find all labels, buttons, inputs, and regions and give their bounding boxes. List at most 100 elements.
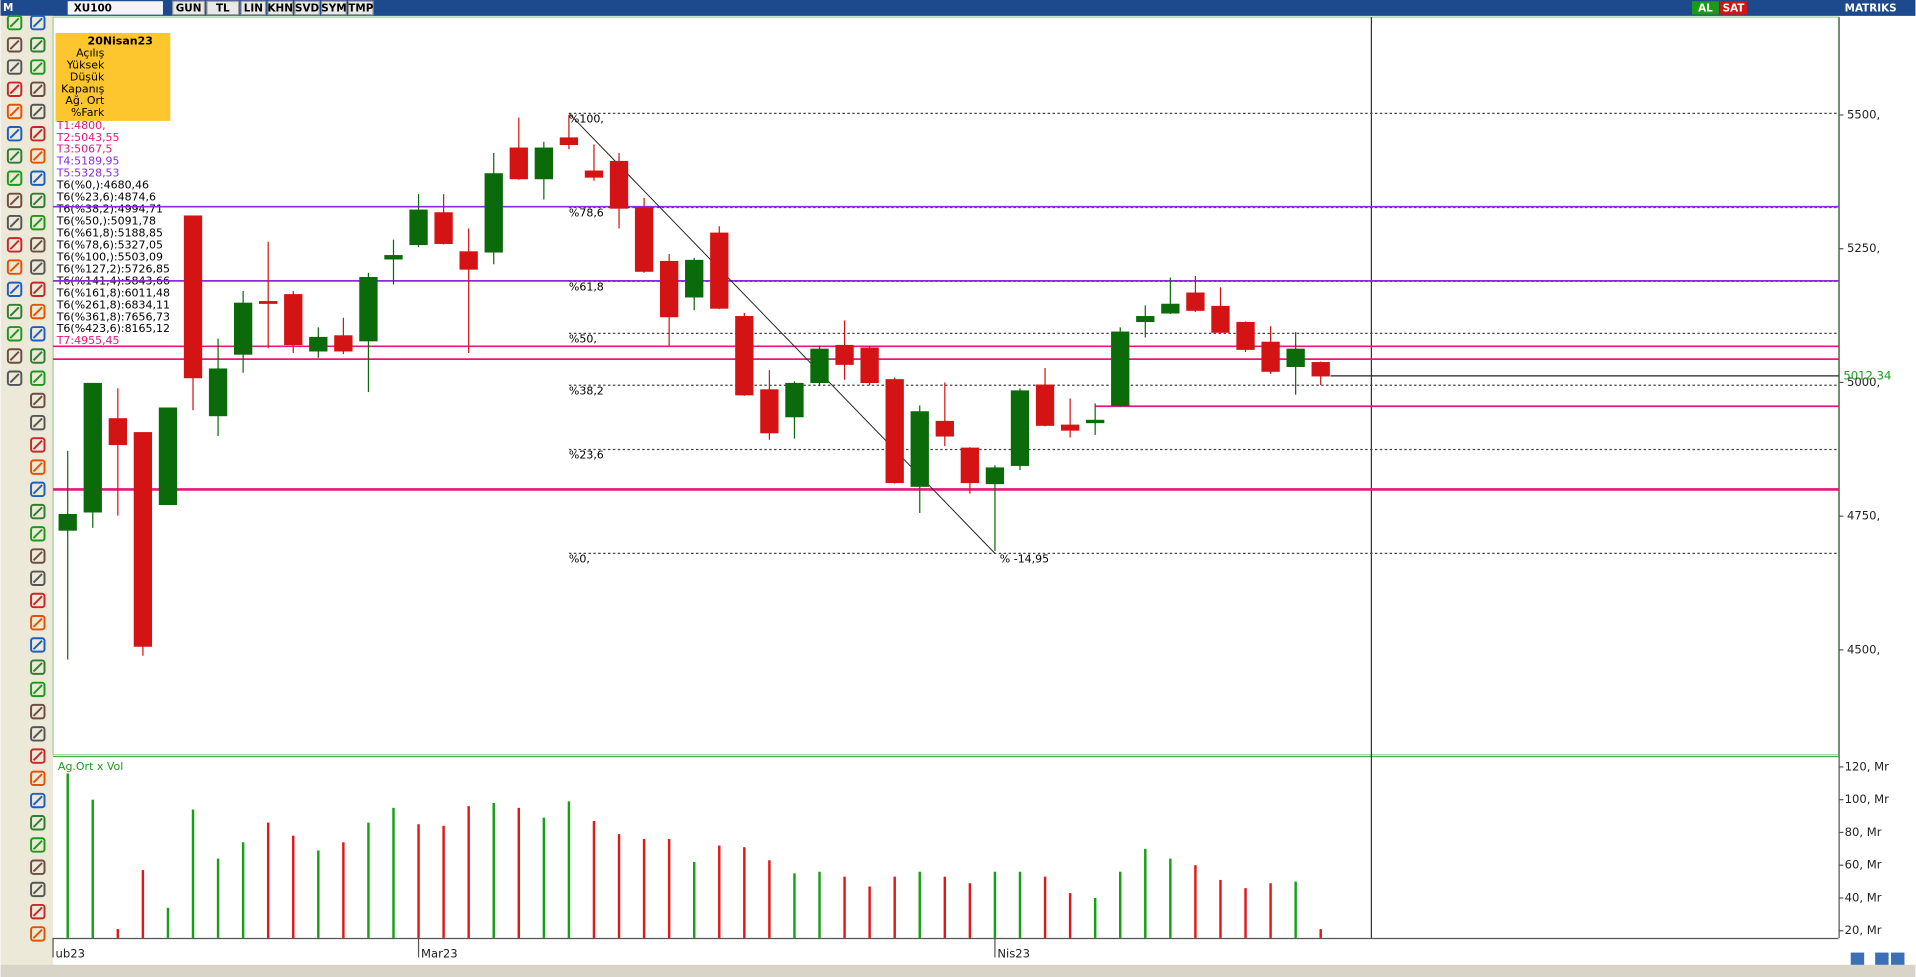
tool-icon[interactable] [30,148,46,164]
tool-icon[interactable] [30,637,46,653]
toolbar-button-label[interactable]: SYM [321,3,346,15]
tool-icon[interactable] [6,326,23,342]
toolbar-button-label[interactable]: TMP [348,3,373,15]
tool-icon[interactable] [30,303,46,320]
action-button-label[interactable]: SAT [1723,3,1746,15]
action-button[interactable] [1691,1,1719,15]
tool-icon[interactable] [6,214,23,231]
tool-icon[interactable] [6,348,23,364]
tool-icon[interactable] [30,703,46,720]
toolbar-button[interactable] [172,0,206,16]
toolbar-button[interactable] [294,0,320,16]
tool-icon[interactable] [30,81,46,97]
y-tick-label: 5250, [1847,241,1880,255]
tool-icon[interactable] [30,681,46,698]
app-logo[interactable]: M [3,2,13,14]
tool-icon[interactable] [30,926,46,942]
tool-icon[interactable] [30,792,46,809]
info-panel-box [55,32,171,121]
tool-icon[interactable] [30,37,46,53]
tool-icon[interactable] [30,103,46,120]
legend-entry: T6(%361,8):7656,73 [56,310,170,323]
tool-icon[interactable] [30,348,46,364]
toolbar-button-label[interactable]: GUN [176,3,202,15]
tool-icon[interactable] [6,237,23,253]
tool-icon[interactable] [6,192,23,209]
tool-icon[interactable] [30,370,46,386]
candle-body [785,382,804,418]
tool-icon-glyph [32,573,43,584]
tool-icon[interactable] [30,592,46,609]
tool-icon[interactable] [30,326,46,342]
tool-icon[interactable] [30,570,46,586]
toolbar-button-label[interactable]: TL [216,3,230,15]
tool-icon[interactable] [30,259,46,275]
tool-icon[interactable] [30,726,46,742]
tool-icon[interactable] [30,59,46,75]
toolbar-button-label[interactable]: LIN [244,3,263,15]
tool-icon[interactable] [30,770,46,786]
tool-icon-glyph [32,462,43,473]
toolbar-button-label[interactable]: KHN [268,3,293,15]
toolbar-button[interactable] [321,0,347,16]
symbol-box[interactable] [67,1,163,15]
status-icon[interactable] [1875,952,1889,965]
y-tick-label: 4500, [1847,642,1880,656]
tool-icon[interactable] [30,903,46,920]
tool-icon[interactable] [30,459,46,475]
symbol[interactable]: XU100 [74,3,112,15]
candle-body [1161,303,1180,314]
tool-icon[interactable] [6,259,23,275]
tool-icon[interactable] [30,837,46,853]
tool-icon[interactable] [6,170,23,186]
tool-icon[interactable] [30,615,46,631]
volume-bar [667,838,671,938]
tool-icon[interactable] [6,281,23,298]
candle-body [233,302,253,355]
tool-icon[interactable] [30,526,46,542]
tool-icon[interactable] [30,548,46,564]
tool-icon[interactable] [30,881,46,898]
tool-icon[interactable] [6,126,23,142]
tool-icon[interactable] [6,59,23,75]
tool-icon[interactable] [30,437,46,453]
toolbar-button[interactable] [347,0,374,16]
tool-icon[interactable] [6,148,23,164]
tool-icon[interactable] [30,192,46,209]
volume-tick-label: 80, Mr [1845,825,1882,839]
tool-icon[interactable] [6,303,23,320]
tool-icon[interactable] [30,126,46,142]
tool-icon[interactable] [30,748,46,764]
toolbar-button-label[interactable]: SVD [295,3,320,15]
tool-icon[interactable] [6,81,23,97]
status-icon[interactable] [1850,952,1865,965]
candle-body [910,411,929,487]
volume-bar [1119,871,1122,938]
candle-body [259,301,278,304]
tool-icon[interactable] [30,659,46,675]
tool-icon[interactable] [30,481,46,498]
tool-icon[interactable] [6,37,23,53]
action-button-label[interactable]: AL [1698,3,1713,15]
status-icon[interactable] [1891,952,1905,965]
action-button[interactable] [1720,1,1747,15]
tool-icon[interactable] [30,237,46,253]
tool-icon[interactable] [30,815,46,831]
toolbar-button[interactable] [240,0,267,16]
toolbar-button[interactable] [267,0,294,16]
tool-icon[interactable] [30,414,46,431]
tool-icon[interactable] [30,281,46,298]
tool-icon-glyph [32,62,43,73]
tool-icon[interactable] [6,14,23,31]
tool-icon[interactable] [6,370,23,386]
tool-icon[interactable] [30,859,46,875]
toolbar-button[interactable] [206,0,240,16]
candle-body [860,347,879,384]
tool-icon[interactable] [30,503,46,520]
tool-icon[interactable] [30,392,46,409]
tool-icon-glyph [32,728,43,739]
tool-icon[interactable] [30,14,46,31]
tool-icon[interactable] [30,214,46,231]
tool-icon[interactable] [30,170,46,186]
tool-icon[interactable] [6,103,23,120]
